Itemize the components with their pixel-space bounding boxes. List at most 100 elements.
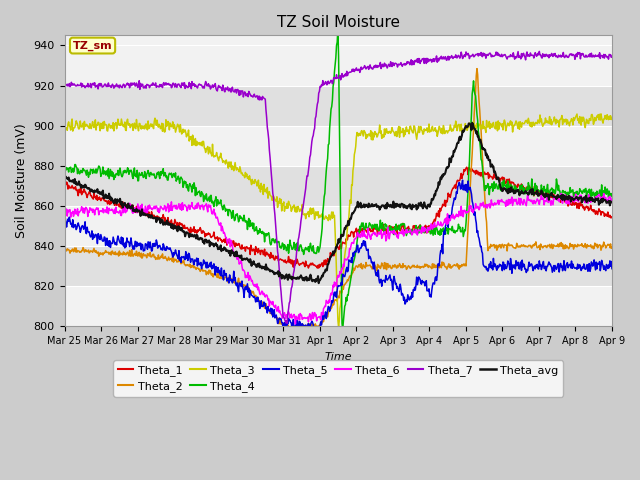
Theta_7 [410,61,418,67]
Title: TZ Soil Moisture: TZ Soil Moisture [276,15,400,30]
Theta_2 [94,249,102,255]
Theta_6 [94,205,102,211]
Theta_avg [380,203,387,208]
Theta_3 [394,132,401,138]
Bar [65,286,612,326]
Theta_3 [380,132,387,137]
Theta_3 [335,324,342,330]
Theta_avg [533,188,541,193]
Theta_5 [94,231,102,237]
Theta_4 [394,225,402,231]
Text: TZ_sm: TZ_sm [73,40,113,51]
Bar [65,126,612,166]
Theta_6 [394,233,401,239]
Theta_3 [597,111,605,117]
Line: Theta_7: Theta_7 [65,51,612,323]
Theta_4 [411,228,419,233]
Theta_6 [532,199,540,204]
Theta_avg [477,140,485,146]
Theta_7 [94,86,102,92]
Theta_2 [286,327,294,333]
Theta_7 [536,48,543,54]
Theta_2 [380,263,387,268]
Theta_4 [380,229,388,235]
Theta_6 [61,208,68,214]
Theta_3 [94,120,102,125]
Theta_avg [61,174,68,180]
Theta_6 [608,196,616,202]
Theta_2 [410,263,418,268]
Theta_4 [61,167,68,172]
Bar [65,166,612,206]
Theta_1 [533,188,541,193]
Theta_5 [533,262,541,267]
Theta_5 [297,331,305,336]
Theta_7 [380,63,387,69]
Theta_7 [284,320,291,326]
Theta_4 [533,187,541,192]
Theta_2 [533,245,541,251]
Theta_5 [380,278,387,284]
Line: Theta_5: Theta_5 [65,180,612,334]
Line: Theta_4: Theta_4 [65,28,612,329]
Bar [65,85,612,126]
Theta_1 [394,223,401,229]
Theta_4 [94,166,102,171]
Theta_1 [608,215,616,221]
Line: Theta_6: Theta_6 [65,193,612,324]
Theta_1 [463,164,470,170]
Theta_avg [394,202,401,207]
Theta_3 [61,121,68,127]
Theta_5 [459,177,467,183]
Theta_3 [608,116,616,121]
Bar [65,246,612,286]
Theta_3 [477,126,484,132]
Line: Theta_avg: Theta_avg [65,123,612,283]
Theta_1 [314,265,321,271]
Legend: Theta_1, Theta_2, Theta_3, Theta_4, Theta_5, Theta_6, Theta_7, Theta_avg: Theta_1, Theta_2, Theta_3, Theta_4, Thet… [113,360,563,396]
Theta_5 [61,219,68,225]
Y-axis label: Soil Moisture (mV): Soil Moisture (mV) [15,123,28,238]
Theta_7 [394,64,401,70]
Theta_5 [394,284,401,289]
Theta_3 [532,120,540,126]
Theta_2 [61,245,68,251]
Theta_avg [410,204,418,210]
Theta_2 [608,244,616,250]
Theta_7 [608,53,616,59]
Line: Theta_2: Theta_2 [65,69,612,330]
Theta_6 [410,228,418,234]
Theta_1 [61,180,68,185]
Theta_1 [380,222,387,228]
Theta_4 [608,194,616,200]
Theta_avg [315,280,323,286]
Theta_5 [477,243,485,249]
Theta_1 [477,170,485,176]
Theta_6 [557,191,565,196]
Theta_3 [410,123,418,129]
Theta_1 [410,224,418,229]
Theta_avg [94,190,102,196]
Theta_4 [477,156,485,162]
Theta_7 [61,82,68,88]
Theta_5 [608,266,616,272]
Theta_6 [477,201,484,206]
X-axis label: Time: Time [324,352,352,362]
Theta_5 [410,288,418,293]
Theta_avg [468,120,476,126]
Theta_6 [380,231,387,237]
Theta_2 [394,263,401,268]
Theta_2 [473,66,481,72]
Theta_7 [532,53,540,59]
Theta_1 [94,195,102,201]
Theta_6 [292,321,300,327]
Theta_7 [477,52,484,58]
Theta_2 [477,128,485,133]
Bar [65,46,612,85]
Line: Theta_1: Theta_1 [65,167,612,268]
Theta_4 [339,326,346,332]
Bar [65,206,612,246]
Line: Theta_3: Theta_3 [65,114,612,327]
Theta_avg [608,200,616,205]
Theta_4 [334,25,342,31]
